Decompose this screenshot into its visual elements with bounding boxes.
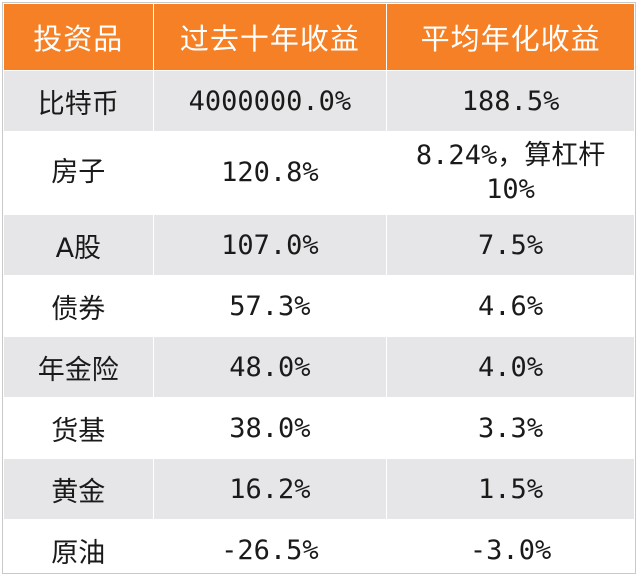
ten-year-return: 16.2% xyxy=(152,458,388,520)
table-row: 年金险 48.0% 4.0% xyxy=(3,336,635,398)
annualized-return: 7.5% xyxy=(386,214,635,276)
table-row: 黄金 16.2% 1.5% xyxy=(3,458,635,520)
annualized-return: 3.3% xyxy=(386,397,635,459)
asset-name: 比特币 xyxy=(3,70,154,132)
annualized-return: 1.5% xyxy=(386,458,635,520)
annualized-return: 188.5% xyxy=(386,70,635,132)
annualized-return: 4.6% xyxy=(386,275,635,337)
ten-year-return: 38.0% xyxy=(152,397,388,459)
table-row: 债券 57.3% 4.6% xyxy=(3,275,635,337)
annualized-return: -3.0% xyxy=(386,519,635,581)
table-row: 房子 120.8% 8.24%，算杠杆 10% xyxy=(3,131,635,215)
header-row: 投资品 过去十年收益 平均年化收益 xyxy=(3,3,635,71)
annualized-return-line: 10% xyxy=(486,174,535,205)
ten-year-return: 107.0% xyxy=(152,214,388,276)
asset-name: 黄金 xyxy=(3,458,154,520)
ten-year-return: 4000000.0% xyxy=(152,70,388,132)
asset-name: 货基 xyxy=(3,397,154,459)
returns-table: 投资品 过去十年收益 平均年化收益 比特币 4000000.0% 188.5% … xyxy=(3,3,635,581)
asset-name: 房子 xyxy=(3,131,154,215)
annualized-return: 8.24%，算杠杆 10% xyxy=(386,131,635,215)
annualized-return-line: 8.24%，算杠杆 xyxy=(415,140,606,171)
asset-name: 原油 xyxy=(3,519,154,581)
table-row: 原油 -26.5% -3.0% xyxy=(3,519,635,581)
ten-year-return: -26.5% xyxy=(152,519,388,581)
table-row: 货基 38.0% 3.3% xyxy=(3,397,635,459)
annualized-return: 4.0% xyxy=(386,336,635,398)
ten-year-return: 48.0% xyxy=(152,336,388,398)
ten-year-return: 120.8% xyxy=(152,131,388,215)
table-row: 比特币 4000000.0% 188.5% xyxy=(3,70,635,132)
ten-year-return: 57.3% xyxy=(152,275,388,337)
header-annualized-return: 平均年化收益 xyxy=(386,3,635,71)
table-row: A股 107.0% 7.5% xyxy=(3,214,635,276)
asset-name: 年金险 xyxy=(3,336,154,398)
asset-name: 债券 xyxy=(3,275,154,337)
asset-name: A股 xyxy=(3,214,154,276)
header-asset: 投资品 xyxy=(3,3,154,71)
header-ten-year-return: 过去十年收益 xyxy=(152,3,388,71)
